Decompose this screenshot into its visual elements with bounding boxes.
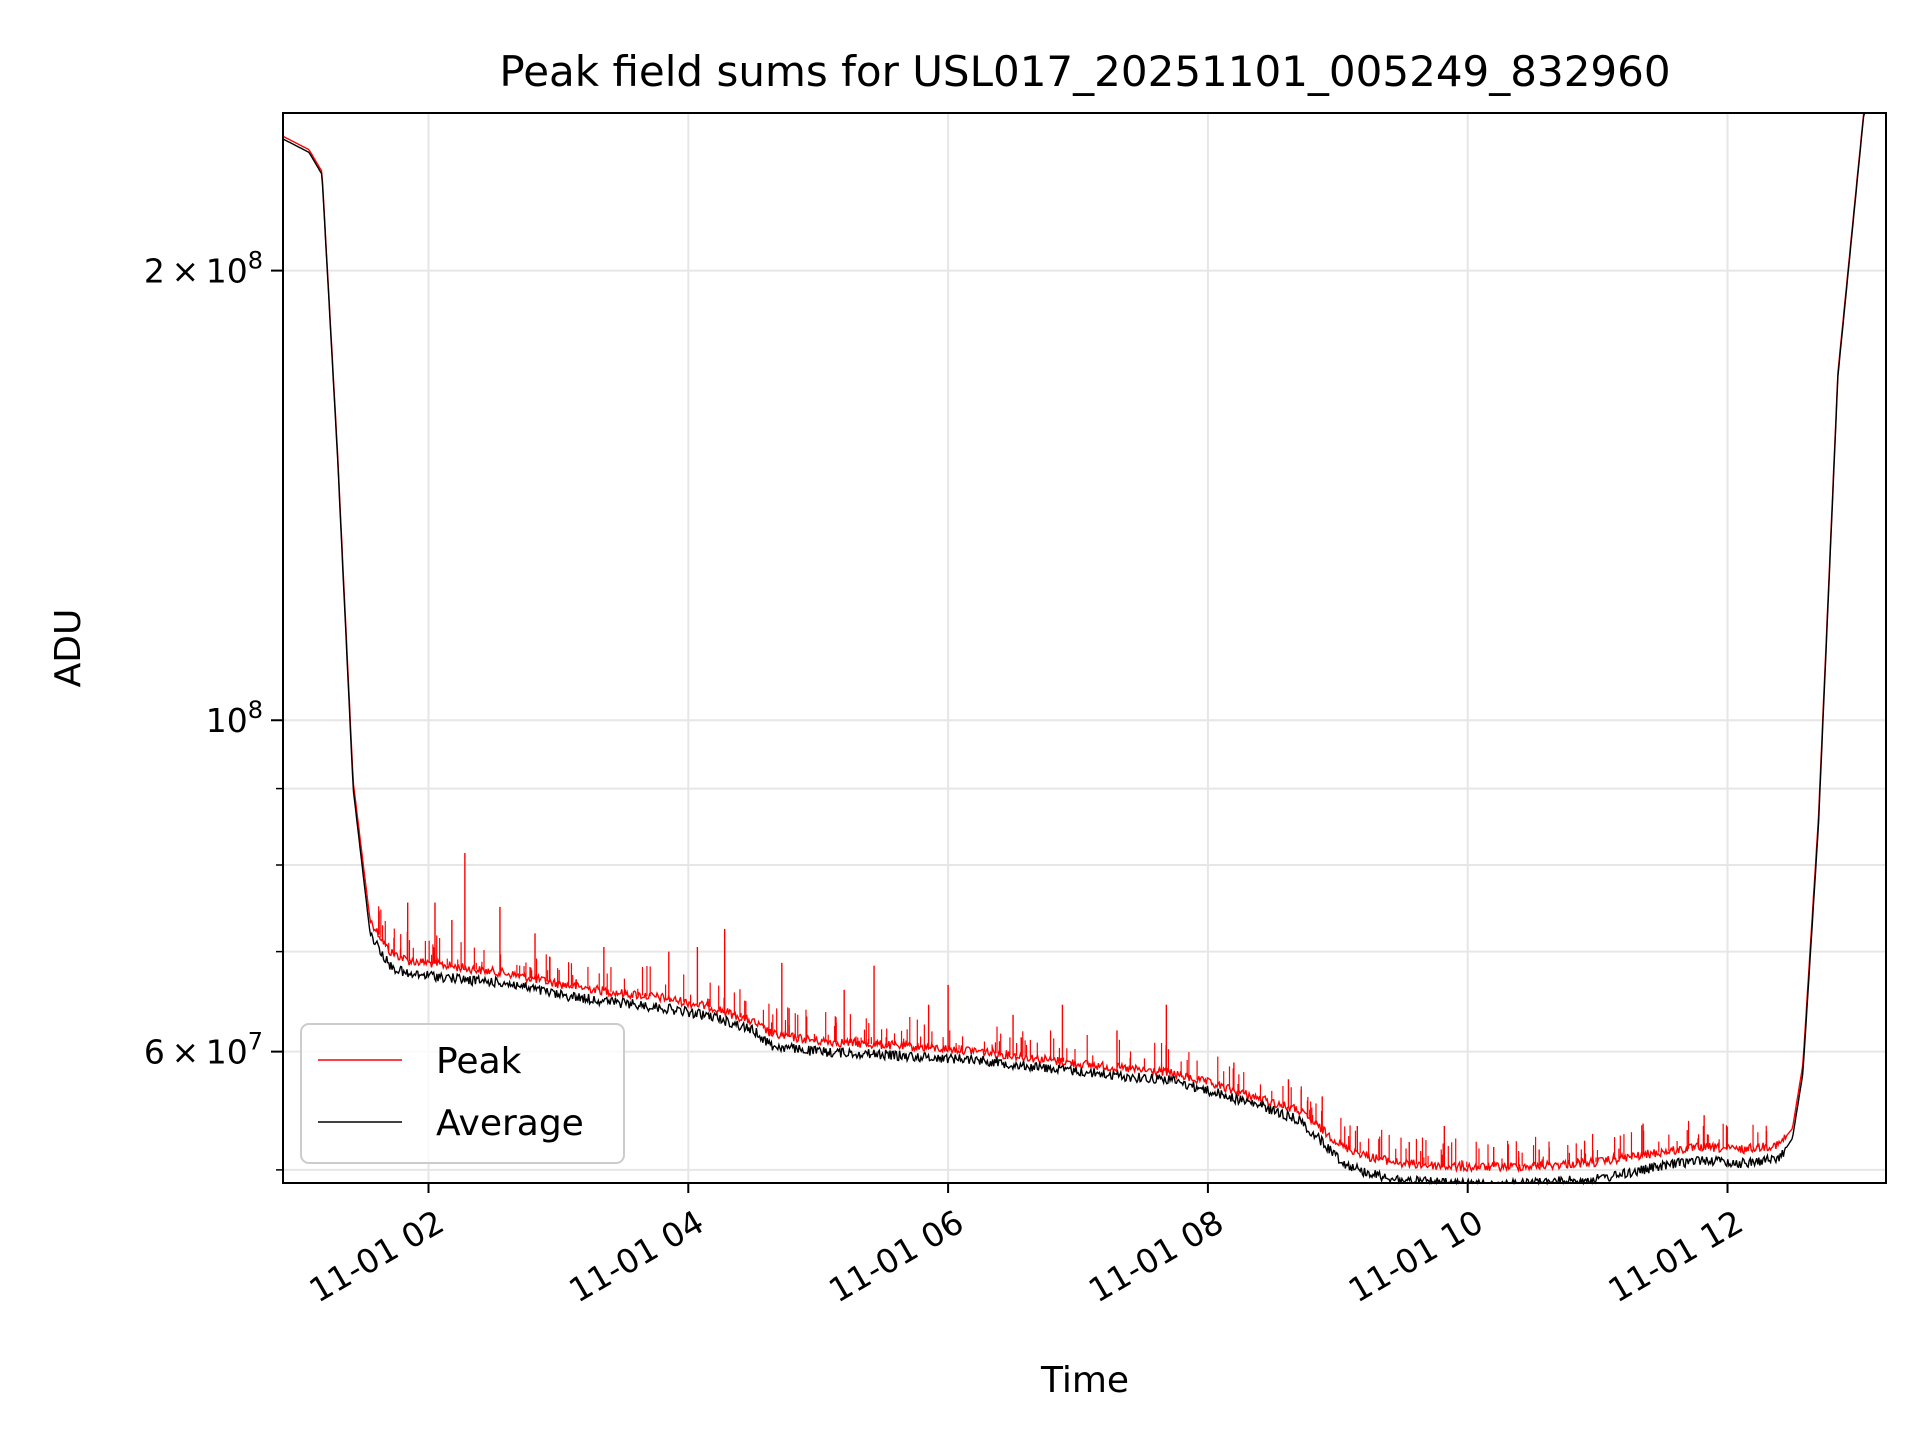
series-layer xyxy=(282,112,1886,1186)
x-axis-label: Time xyxy=(1040,1360,1129,1401)
legend: Peak Average xyxy=(300,1023,625,1164)
legend-box xyxy=(300,1023,625,1164)
y-tick-label: 6 × 107 xyxy=(144,1028,263,1072)
grid xyxy=(283,113,1886,1183)
legend-average-label: Average xyxy=(436,1103,584,1144)
plot-area xyxy=(283,113,1886,1183)
y-axis-label: ADU xyxy=(48,609,89,688)
y-tick-label: 2 × 108 xyxy=(144,247,263,291)
legend-peak-label: Peak xyxy=(436,1041,522,1082)
chart-title: Peak field sums for USL017_20251101_0052… xyxy=(499,47,1670,96)
series-average-line xyxy=(282,112,1886,1186)
plot-frame xyxy=(282,112,1887,1184)
